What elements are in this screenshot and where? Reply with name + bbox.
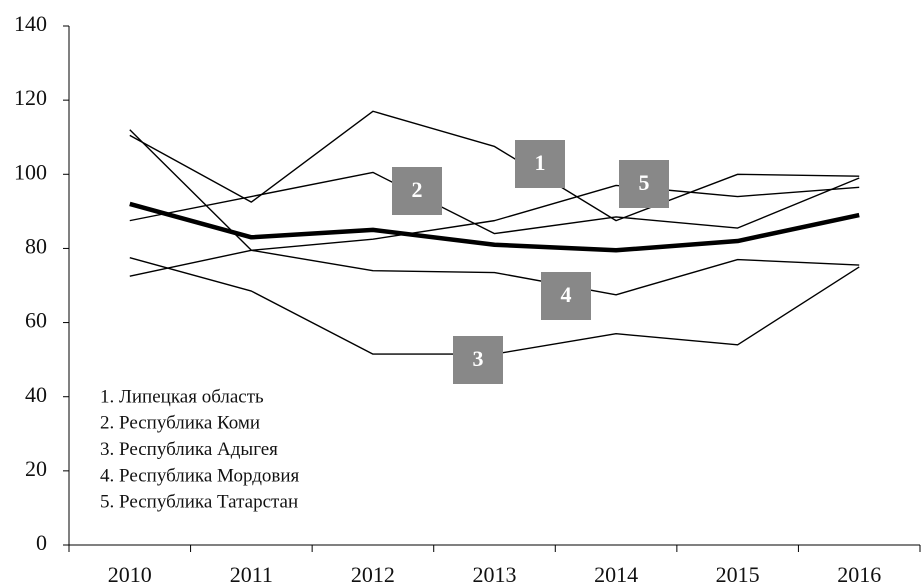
- legend-entry: 3. Республика Адыгея: [100, 439, 278, 460]
- x-tick-label: 2016: [837, 562, 881, 587]
- series-marker-box: [515, 140, 565, 188]
- y-tick-label: 100: [14, 159, 47, 184]
- legend-entry: 2. Республика Коми: [100, 413, 260, 434]
- series-line: [129, 110, 860, 222]
- y-tick-label: 40: [25, 382, 47, 407]
- x-tick-label: 2011: [230, 562, 273, 587]
- series-marker-box: [453, 336, 503, 384]
- legend-entry: 5. Республика Татарстан: [100, 492, 298, 513]
- series-marker-box: [541, 272, 591, 320]
- series-marker: 4: [561, 282, 572, 307]
- average-line: [129, 201, 860, 253]
- x-tick-label: 2012: [351, 562, 395, 587]
- y-tick-label: 0: [36, 530, 47, 555]
- series-marker: 3: [473, 346, 484, 371]
- y-tick-label: 60: [25, 308, 47, 333]
- legend-entry: 4. Республика Мордовия: [100, 465, 300, 486]
- series-marker: 2: [412, 177, 423, 202]
- series-marker: 5: [639, 170, 650, 195]
- x-tick-label: 2010: [108, 562, 152, 587]
- x-tick-label: 2013: [473, 562, 517, 587]
- legend-entry: 1. Липецкая область: [100, 386, 264, 407]
- y-tick-label: 20: [25, 456, 47, 481]
- series-marker-box: [392, 167, 442, 215]
- series-line: [129, 171, 860, 235]
- x-tick-label: 2014: [594, 562, 638, 587]
- y-tick-label: 120: [14, 85, 47, 110]
- y-tick-label: 140: [14, 11, 47, 36]
- series-line: [129, 129, 860, 296]
- y-tick-label: 80: [25, 233, 47, 258]
- series-marker: 1: [535, 150, 546, 175]
- series-marker-box: [619, 160, 669, 208]
- x-tick-label: 2015: [716, 562, 760, 587]
- series-line: [129, 184, 860, 277]
